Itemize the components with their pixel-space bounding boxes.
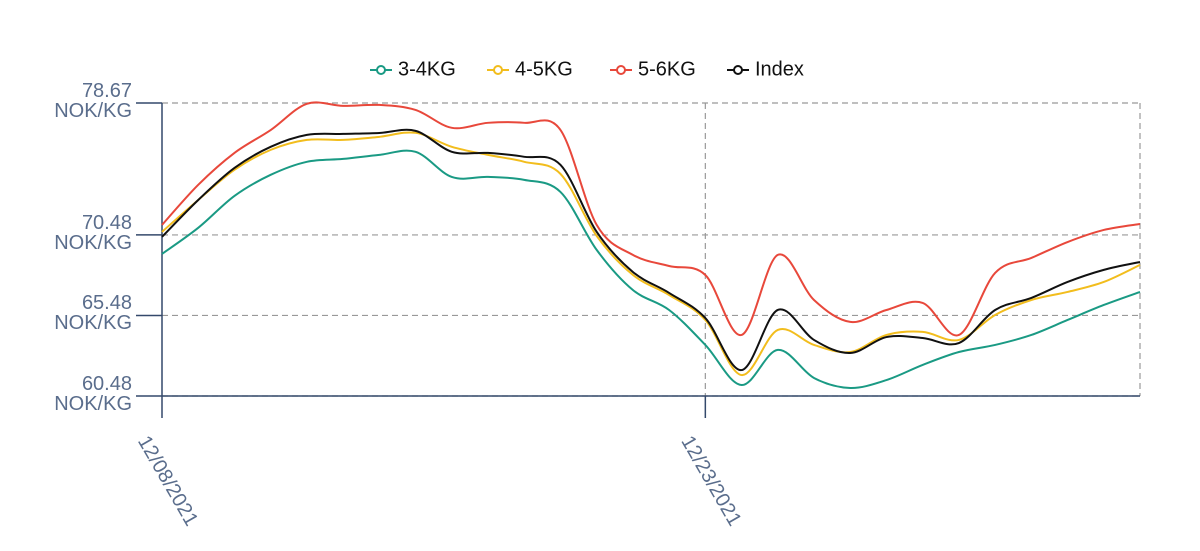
legend-item: 3-4KG [370,58,456,80]
y-tick-label: 70.48 NOK/KG [54,211,132,254]
legend-marker [493,65,503,75]
legend-item: 4-5KG [487,58,573,80]
legend-marker [733,65,743,75]
x-tick-label: 12/08/2021 [133,432,202,530]
legend-item: Index [727,58,804,80]
y-tick-label: 65.48 NOK/KG [54,292,132,335]
legend-item: 5-6KG [610,58,696,80]
legend-label: Index [755,58,804,80]
legend-label: 5-6KG [638,58,696,80]
series-line [161,131,1141,377]
x-tick-label: 12/23/2021 [676,432,745,530]
series-line [161,149,1141,389]
series-line [161,128,1141,372]
series-line [161,101,1141,337]
legend-marker [616,65,626,75]
y-tick-label: 60.48 NOK/KG [54,373,132,415]
legend-marker [376,65,386,75]
y-tick-label: 78.67 NOK/KG [54,80,132,122]
legend-label: 3-4KG [398,58,456,80]
legend-label: 4-5KG [515,58,573,80]
